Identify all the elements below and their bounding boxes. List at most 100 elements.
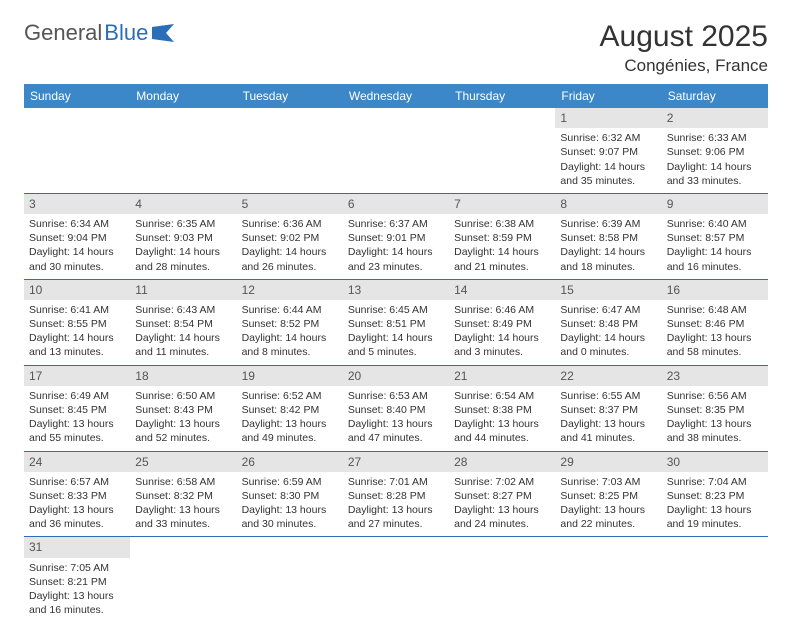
day-number: 9 [662, 194, 768, 214]
day-body: Sunrise: 6:55 AMSunset: 8:37 PMDaylight:… [555, 386, 661, 451]
sunrise-line: Sunrise: 7:05 AM [29, 561, 125, 575]
empty-cell [24, 108, 130, 193]
day-body: Sunrise: 6:57 AMSunset: 8:33 PMDaylight:… [24, 472, 130, 537]
day-header-mon: Monday [130, 84, 236, 108]
day-number: 4 [130, 194, 236, 214]
day-number: 26 [237, 452, 343, 472]
day-body: Sunrise: 6:32 AMSunset: 9:07 PMDaylight:… [555, 128, 661, 193]
day-body: Sunrise: 6:50 AMSunset: 8:43 PMDaylight:… [130, 386, 236, 451]
sunset-line: Sunset: 9:07 PM [560, 145, 656, 159]
sunrise-line: Sunrise: 7:03 AM [560, 475, 656, 489]
sunset-line: Sunset: 8:51 PM [348, 317, 444, 331]
sunrise-line: Sunrise: 6:50 AM [135, 389, 231, 403]
week-row: 3 Sunrise: 6:34 AMSunset: 9:04 PM Daylight… [24, 194, 768, 280]
day-header-wed: Wednesday [343, 84, 449, 108]
sunset-line: Sunset: 8:25 PM [560, 489, 656, 503]
sunrise-line: Sunrise: 6:34 AM [29, 217, 125, 231]
day-cell: 8Sunrise: 6:39 AMSunset: 8:58 PMDaylight… [555, 194, 661, 279]
day-number: 1 [555, 108, 661, 128]
day-body: Sunrise: 6:56 AMSunset: 8:35 PMDaylight:… [662, 386, 768, 451]
day-number: 5 [237, 194, 343, 214]
sunset-line: Sunset: 8:38 PM [454, 403, 550, 417]
day-cell: 14Sunrise: 6:46 AMSunset: 8:49 PMDayligh… [449, 280, 555, 365]
day-cell: 5Sunrise: 6:36 AMSunset: 9:02 PMDaylight… [237, 194, 343, 279]
daylight-line: Daylight: 13 hours and 49 minutes. [242, 417, 338, 445]
day-cell: 6Sunrise: 6:37 AMSunset: 9:01 PMDaylight… [343, 194, 449, 279]
day-number: 3 [24, 194, 130, 214]
day-cell: 25Sunrise: 6:58 AMSunset: 8:32 PMDayligh… [130, 452, 236, 537]
day-cell: 31Sunrise: 7:05 AMSunset: 8:21 PMDayligh… [24, 537, 130, 622]
day-number: 25 [130, 452, 236, 472]
logo: GeneralBlue [24, 20, 174, 46]
sunset-line: Sunset: 8:30 PM [242, 489, 338, 503]
day-body: Sunrise: 7:01 AMSunset: 8:28 PMDaylight:… [343, 472, 449, 537]
sunset-line: Sunset: 9:01 PM [348, 231, 444, 245]
daylight-line: Daylight: 14 hours and 13 minutes. [29, 331, 125, 359]
day-cell: 23Sunrise: 6:56 AMSunset: 8:35 PMDayligh… [662, 366, 768, 451]
day-cell: 27Sunrise: 7:01 AMSunset: 8:28 PMDayligh… [343, 452, 449, 537]
day-number: 23 [662, 366, 768, 386]
sunset-line: Sunset: 8:23 PM [667, 489, 763, 503]
daylight-line: Daylight: 14 hours and 35 minutes. [560, 160, 656, 188]
sunset-line: Sunset: 8:57 PM [667, 231, 763, 245]
title-block: August 2025 Congénies, France [600, 20, 768, 76]
sunrise-line: Sunrise: 6:56 AM [667, 389, 763, 403]
sunrise-line: Sunrise: 6:58 AM [135, 475, 231, 489]
day-number: 2 [662, 108, 768, 128]
daylight-line: Daylight: 13 hours and 36 minutes. [29, 503, 125, 531]
sunrise-line: Sunrise: 7:01 AM [348, 475, 444, 489]
day-body: Sunrise: 6:47 AMSunset: 8:48 PMDaylight:… [555, 300, 661, 365]
day-number: 18 [130, 366, 236, 386]
sunrise-line: Sunrise: 6:46 AM [454, 303, 550, 317]
day-number: 19 [237, 366, 343, 386]
sunset-line: Sunset: 8:33 PM [29, 489, 125, 503]
daylight-line: Daylight: 14 hours and 8 minutes. [242, 331, 338, 359]
day-cell: 15Sunrise: 6:47 AMSunset: 8:48 PMDayligh… [555, 280, 661, 365]
daylight-line: Daylight: 13 hours and 41 minutes. [560, 417, 656, 445]
sunrise-line: Sunrise: 6:35 AM [135, 217, 231, 231]
sunrise-line: Sunrise: 6:40 AM [667, 217, 763, 231]
week-row: 31Sunrise: 7:05 AMSunset: 8:21 PMDayligh… [24, 537, 768, 622]
sunrise-line: Sunrise: 6:32 AM [560, 131, 656, 145]
sunset-line: Sunset: 8:37 PM [560, 403, 656, 417]
calendar-body: 1Sunrise: 6:32 AMSunset: 9:07 PMDaylight… [24, 108, 768, 622]
day-number: 21 [449, 366, 555, 386]
day-cell: 22Sunrise: 6:55 AMSunset: 8:37 PMDayligh… [555, 366, 661, 451]
day-body: Sunrise: 7:02 AMSunset: 8:27 PMDaylight:… [449, 472, 555, 537]
empty-cell [130, 108, 236, 193]
sunset-line: Sunset: 8:48 PM [560, 317, 656, 331]
sunset-line: Sunset: 9:04 PM [29, 231, 125, 245]
sunset-line: Sunset: 8:28 PM [348, 489, 444, 503]
day-body: Sunrise: 6:52 AMSunset: 8:42 PMDaylight:… [237, 386, 343, 451]
daylight-line: Daylight: 14 hours and 28 minutes. [135, 245, 231, 273]
day-body: Sunrise: 6:33 AMSunset: 9:06 PMDaylight:… [662, 128, 768, 193]
empty-cell [130, 537, 236, 622]
day-number: 14 [449, 280, 555, 300]
day-body: Sunrise: 7:04 AMSunset: 8:23 PMDaylight:… [662, 472, 768, 537]
daylight-line: Daylight: 13 hours and 44 minutes. [454, 417, 550, 445]
month-title: August 2025 [600, 20, 768, 54]
day-cell: 9Sunrise: 6:40 AMSunset: 8:57 PMDaylight… [662, 194, 768, 279]
sunrise-line: Sunrise: 6:48 AM [667, 303, 763, 317]
day-number: 28 [449, 452, 555, 472]
sunset-line: Sunset: 9:03 PM [135, 231, 231, 245]
day-body: Sunrise: 6:43 AMSunset: 8:54 PMDaylight:… [130, 300, 236, 365]
sunrise-line: Sunrise: 7:04 AM [667, 475, 763, 489]
day-cell: 20Sunrise: 6:53 AMSunset: 8:40 PMDayligh… [343, 366, 449, 451]
day-body: Sunrise: 6:35 AMSunset: 9:03 PMDaylight:… [130, 214, 236, 279]
sunset-line: Sunset: 8:43 PM [135, 403, 231, 417]
day-cell: 29Sunrise: 7:03 AMSunset: 8:25 PMDayligh… [555, 452, 661, 537]
day-header-sat: Saturday [662, 84, 768, 108]
sunset-line: Sunset: 8:40 PM [348, 403, 444, 417]
daylight-line: Daylight: 13 hours and 38 minutes. [667, 417, 763, 445]
day-number: 8 [555, 194, 661, 214]
empty-cell [237, 537, 343, 622]
daylight-line: Daylight: 13 hours and 27 minutes. [348, 503, 444, 531]
day-cell: 7Sunrise: 6:38 AMSunset: 8:59 PMDaylight… [449, 194, 555, 279]
day-cell: 16Sunrise: 6:48 AMSunset: 8:46 PMDayligh… [662, 280, 768, 365]
day-number: 12 [237, 280, 343, 300]
header: GeneralBlue August 2025 Congénies, Franc… [24, 20, 768, 76]
day-number: 6 [343, 194, 449, 214]
sunrise-line: Sunrise: 6:49 AM [29, 389, 125, 403]
day-body: Sunrise: 6:59 AMSunset: 8:30 PMDaylight:… [237, 472, 343, 537]
